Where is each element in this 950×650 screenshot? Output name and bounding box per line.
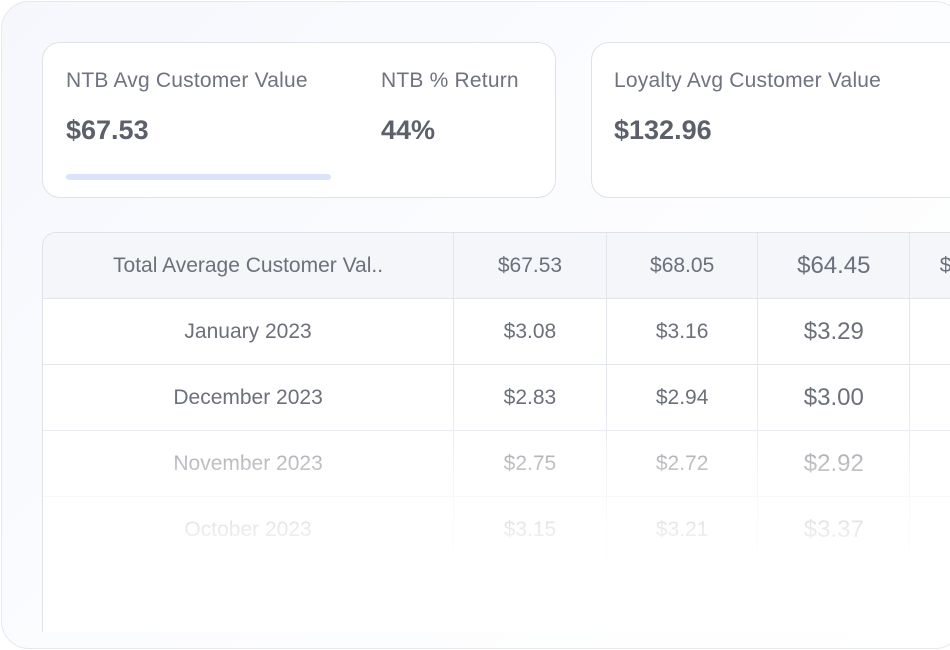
loyalty-avg-customer-value-label: Loyalty Avg Customer Value <box>614 69 882 92</box>
header-cell-value[interactable]: $67.53 <box>454 233 607 299</box>
row-month-cell: October 2023 <box>43 497 455 563</box>
row-value-cell: $2.94 <box>606 365 759 431</box>
row-value-cell <box>910 497 950 563</box>
row-value-cell: $2.92 <box>758 431 911 497</box>
table-header-row: Total Average Customer Val.. $67.53 $68.… <box>43 233 950 299</box>
row-value-cell: $3.21 <box>606 497 759 563</box>
row-value-cell: $2.75 <box>454 431 607 497</box>
ntb-return-label: NTB % Return <box>381 69 519 92</box>
ntb-return-metric: NTB % Return 44% <box>381 69 519 146</box>
header-cell-value[interactable]: $64.45 <box>758 233 911 299</box>
ntb-return-value: 44% <box>381 115 436 145</box>
row-value-cell: $3.29 <box>758 299 911 365</box>
row-month-cell: January 2023 <box>43 299 455 365</box>
loyalty-avg-customer-value: $132.96 <box>614 115 712 145</box>
header-cell-value[interactable]: $ <box>910 233 950 299</box>
row-month-cell: November 2023 <box>43 431 455 497</box>
row-value-cell: $3.08 <box>454 299 607 365</box>
ntb-summary-card: NTB Avg Customer Value $67.53 NTB % Retu… <box>42 42 556 198</box>
loyalty-avg-customer-value-metric: Loyalty Avg Customer Value $132.96 <box>614 69 881 146</box>
customer-value-table: Total Average Customer Val.. $67.53 $68.… <box>42 232 950 632</box>
table-row[interactable]: November 2023 $2.75 $2.72 $2.92 <box>43 431 950 497</box>
row-value-cell: $3.00 <box>758 365 911 431</box>
header-cell-label[interactable]: Total Average Customer Val.. <box>43 233 455 299</box>
row-value-cell: $2.83 <box>454 365 607 431</box>
ntb-avg-customer-value-label: NTB Avg Customer Value <box>66 69 308 92</box>
header-cell-value[interactable]: $68.05 <box>606 233 759 299</box>
row-value-cell: $3.37 <box>758 497 911 563</box>
row-value-cell <box>910 365 950 431</box>
row-value-cell <box>910 299 950 365</box>
row-value-cell: $3.16 <box>606 299 759 365</box>
row-value-cell: $2.72 <box>606 431 759 497</box>
row-value-cell <box>910 431 950 497</box>
table-row[interactable]: December 2023 $2.83 $2.94 $3.00 <box>43 365 950 431</box>
table-row[interactable]: January 2023 $3.08 $3.16 $3.29 <box>43 299 950 365</box>
row-value-cell: $3.15 <box>454 497 607 563</box>
ntb-avg-customer-value-metric: NTB Avg Customer Value $67.53 <box>66 69 308 146</box>
ntb-avg-customer-value: $67.53 <box>66 115 149 145</box>
table-row[interactable]: October 2023 $3.15 $3.21 $3.37 <box>43 497 950 563</box>
active-metric-indicator <box>66 174 331 180</box>
loyalty-summary-card: Loyalty Avg Customer Value $132.96 <box>591 42 950 198</box>
row-month-cell: December 2023 <box>43 365 455 431</box>
